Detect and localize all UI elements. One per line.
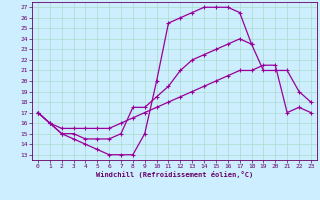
X-axis label: Windchill (Refroidissement éolien,°C): Windchill (Refroidissement éolien,°C) (96, 171, 253, 178)
